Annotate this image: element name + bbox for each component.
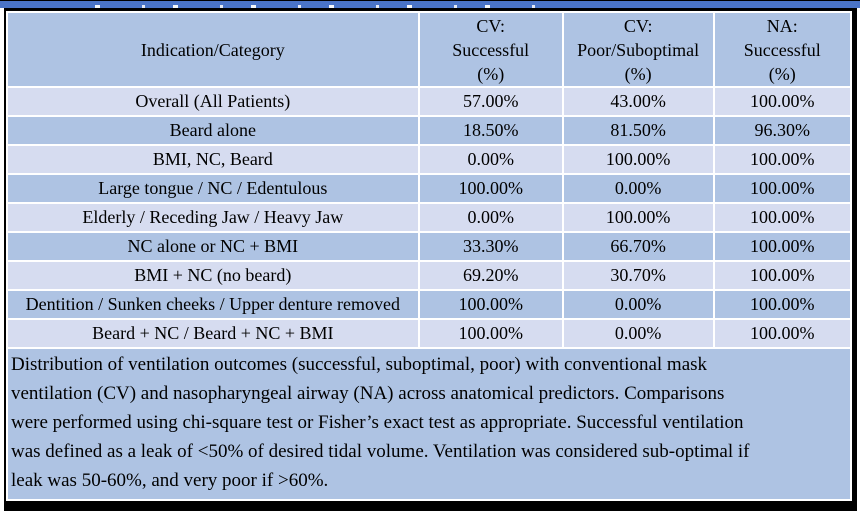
header-row: Indication/Category CV: Successful (%) C… (8, 13, 850, 86)
cell-na-successful: 100.00% (714, 204, 850, 231)
cell-cv-successful: 18.50% (419, 117, 562, 144)
cell-category: NC alone or NC + BMI (8, 233, 418, 260)
cell-na-successful: 100.00% (714, 175, 850, 202)
table-row-large-tongue: Large tongue / NC / Edentulous 100.00% 0… (8, 175, 850, 202)
cell-cv-successful: 0.00% (419, 204, 562, 231)
table-row-bmi-nc-no-beard: BMI + NC (no beard) 69.20% 30.70% 100.00… (8, 262, 850, 289)
column-header-cv-poor-suboptimal: CV: Poor/Suboptimal (%) (563, 13, 713, 86)
column-header-indication-category: Indication/Category (8, 13, 418, 86)
column-header-na-successful: NA: Successful (%) (714, 13, 850, 86)
cell-cv-poor-suboptimal: 66.70% (563, 233, 713, 260)
table-row-beard-alone: Beard alone 18.50% 81.50% 96.30% (8, 117, 850, 144)
cell-cv-successful: 0.00% (419, 146, 562, 173)
cell-na-successful: 100.00% (714, 146, 850, 173)
cell-cv-poor-suboptimal: 100.00% (563, 204, 713, 231)
column-header-cv-successful: CV: Successful (%) (419, 13, 562, 86)
cell-category: Overall (All Patients) (8, 88, 418, 115)
table-row-nc-alone: NC alone or NC + BMI 33.30% 66.70% 100.0… (8, 233, 850, 260)
table-row-beard-nc-bmi: Beard + NC / Beard + NC + BMI 100.00% 0.… (8, 320, 850, 347)
cell-cv-successful: 100.00% (419, 175, 562, 202)
table-frame: Indication/Category CV: Successful (%) C… (4, 8, 857, 511)
clipped-title-text-fragments (95, 5, 545, 8)
cell-cv-successful: 69.20% (419, 262, 562, 289)
table-row-elderly: Elderly / Receding Jaw / Heavy Jaw 0.00%… (8, 204, 850, 231)
table-caption: Distribution of ventilation outcomes (su… (8, 349, 850, 499)
cell-category: Beard + NC / Beard + NC + BMI (8, 320, 418, 347)
cell-cv-poor-suboptimal: 43.00% (563, 88, 713, 115)
cell-category: Dentition / Sunken cheeks / Upper dentur… (8, 291, 418, 318)
cell-cv-successful: 57.00% (419, 88, 562, 115)
cell-category: Elderly / Receding Jaw / Heavy Jaw (8, 204, 418, 231)
table-row-bmi-nc-beard: BMI, NC, Beard 0.00% 100.00% 100.00% (8, 146, 850, 173)
cell-cv-successful: 100.00% (419, 320, 562, 347)
cell-na-successful: 96.30% (714, 117, 850, 144)
cell-category: Large tongue / NC / Edentulous (8, 175, 418, 202)
cell-cv-poor-suboptimal: 81.50% (563, 117, 713, 144)
cell-na-successful: 100.00% (714, 320, 850, 347)
cell-category: BMI + NC (no beard) (8, 262, 418, 289)
table-row-dentition: Dentition / Sunken cheeks / Upper dentur… (8, 291, 850, 318)
cell-cv-successful: 33.30% (419, 233, 562, 260)
cell-cv-poor-suboptimal: 0.00% (563, 320, 713, 347)
cell-na-successful: 100.00% (714, 88, 850, 115)
clipped-title-bar (0, 0, 860, 8)
cell-cv-poor-suboptimal: 0.00% (563, 291, 713, 318)
cell-na-successful: 100.00% (714, 291, 850, 318)
ventilation-outcomes-table: Indication/Category CV: Successful (%) C… (6, 11, 852, 501)
cell-cv-successful: 100.00% (419, 291, 562, 318)
table-row-overall: Overall (All Patients) 57.00% 43.00% 100… (8, 88, 850, 115)
cell-cv-poor-suboptimal: 100.00% (563, 146, 713, 173)
cell-na-successful: 100.00% (714, 262, 850, 289)
cell-cv-poor-suboptimal: 0.00% (563, 175, 713, 202)
caption-row: Distribution of ventilation outcomes (su… (8, 349, 850, 499)
cell-na-successful: 100.00% (714, 233, 850, 260)
cell-cv-poor-suboptimal: 30.70% (563, 262, 713, 289)
cell-category: BMI, NC, Beard (8, 146, 418, 173)
cell-category: Beard alone (8, 117, 418, 144)
